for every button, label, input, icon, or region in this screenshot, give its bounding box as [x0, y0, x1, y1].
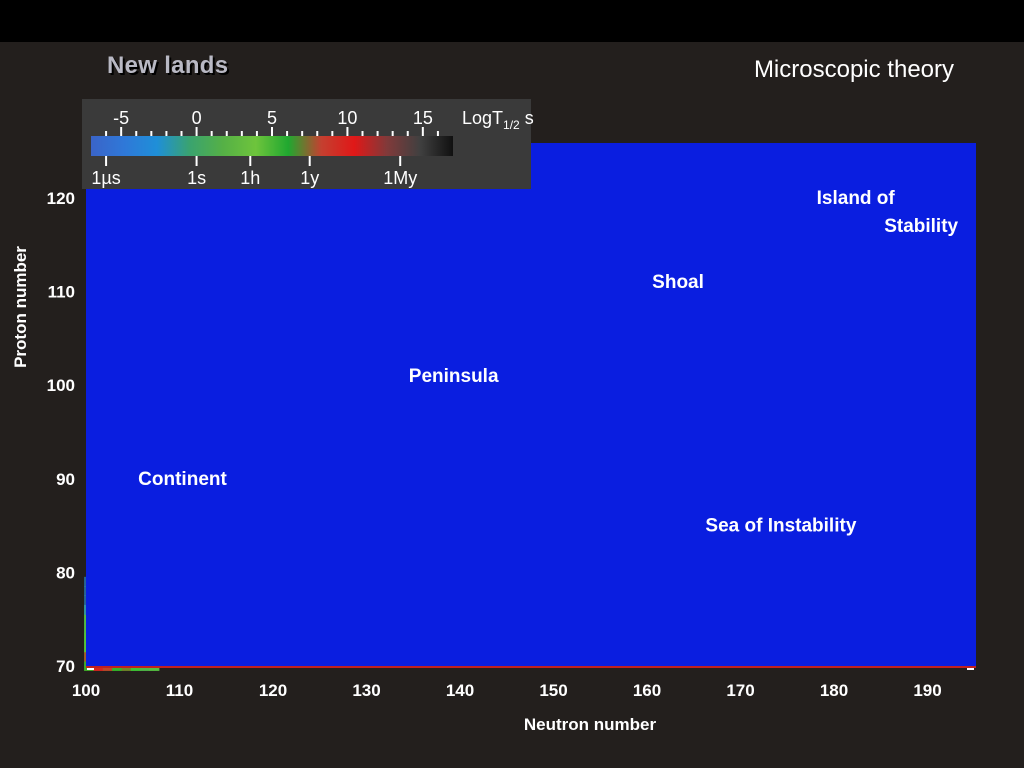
x-tick-label: 110 — [166, 681, 193, 700]
y-tick-label: 110 — [48, 283, 75, 302]
colorbar-time-label: 1µs — [91, 168, 120, 188]
y-tick-labels: 70 80 90 100 110 120 — [47, 189, 75, 676]
plot-fill — [86, 143, 976, 666]
y-tick-label: 120 — [47, 189, 75, 208]
y-tick-label: 70 — [56, 657, 75, 676]
x-tick-label: 100 — [72, 681, 100, 700]
x-tick-label: 170 — [726, 681, 754, 700]
colorbar-gradient — [91, 136, 453, 156]
colorbar-ticks — [105, 127, 439, 136]
y-tick-label: 100 — [47, 376, 75, 395]
region-label: Island of — [817, 188, 896, 209]
x-tick-label: 190 — [913, 681, 941, 700]
y-axis-label: Proton number — [11, 246, 30, 368]
colorbar-time-label: 1h — [240, 168, 260, 188]
x-tick-label: 150 — [539, 681, 567, 700]
colorbar-legend: -5 0 5 10 15 1µs 1s 1h 1y 1My LogT1/2 s — [82, 99, 534, 189]
slide-subtitle: Microscopic theory — [753, 56, 954, 83]
region-labels: Continent Peninsula Shoal Island of Stabilit… — [138, 188, 958, 537]
colorbar-time-label: 1s — [187, 168, 206, 188]
plot-area — [84, 143, 976, 671]
region-label: Peninsula — [409, 366, 499, 387]
x-tick-labels: 100 110 120 130 140 150 160 170 180 190 — [72, 681, 942, 700]
colorbar-tick-label: -5 — [113, 108, 129, 128]
region-label: Sea of Instability — [705, 516, 856, 537]
x-tick-label: 120 — [259, 681, 287, 700]
colorbar-tick-labels: -5 0 5 10 15 — [113, 108, 433, 128]
x-tick-label: 160 — [633, 681, 661, 700]
y-tick-label: 90 — [56, 470, 75, 489]
x-tick-label: 140 — [446, 681, 474, 700]
slide-title: New lands — [107, 52, 229, 79]
colorbar-time-label: 1My — [383, 168, 417, 188]
x-tick-label: 130 — [352, 681, 380, 700]
region-label: Stability — [884, 216, 958, 237]
colorbar-tick-label: 5 — [267, 108, 277, 128]
x-axis-label: Neutron number — [524, 715, 657, 734]
colorbar-tick-label: 0 — [192, 108, 202, 128]
y-tick-label: 80 — [56, 563, 75, 582]
region-label: Shoal — [652, 272, 704, 293]
x-tick-label: 180 — [820, 681, 848, 700]
colorbar-tick-label: 15 — [413, 108, 433, 128]
colorbar-title: LogT1/2 s — [462, 108, 534, 132]
colorbar-time-labels: 1µs 1s 1h 1y 1My — [91, 156, 417, 188]
colorbar-time-label: 1y — [300, 168, 319, 188]
region-label: Continent — [138, 469, 227, 490]
colorbar-tick-label: 10 — [337, 108, 357, 128]
